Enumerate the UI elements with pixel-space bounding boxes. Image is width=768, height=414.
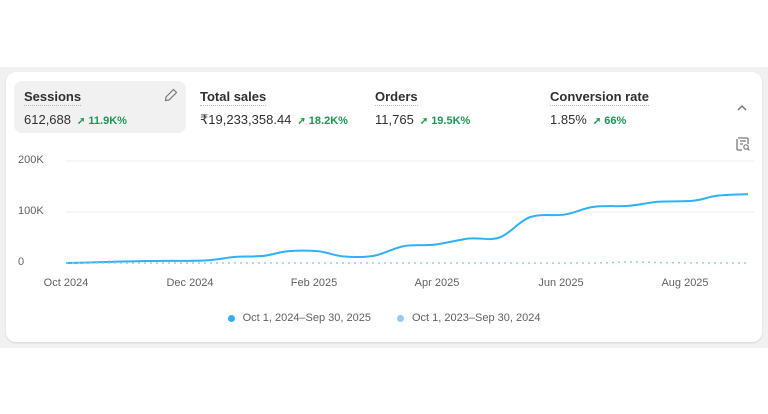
x-tick-label: Feb 2025 bbox=[290, 277, 338, 289]
series-line-current bbox=[65, 193, 749, 264]
sessions-report-card: Sessions 612,688 ➚ 11.9K% Total sales ₹19,… bbox=[6, 72, 762, 342]
metric-label: Total sales bbox=[200, 89, 267, 106]
metric-tile-orders[interactable]: Orders 11,765 ➚ 19.5K% bbox=[365, 81, 537, 133]
y-tick-label: 200K bbox=[18, 154, 44, 166]
y-tick-label: 0 bbox=[18, 256, 25, 268]
metric-tile-sessions[interactable]: Sessions 612,688 ➚ 11.9K% bbox=[14, 81, 186, 133]
metric-value: 612,688 bbox=[24, 112, 71, 127]
chart-legend: Oct 1, 2024–Sep 30, 2025 Oct 1, 2023–Sep… bbox=[6, 312, 762, 324]
metric-change: ➚ 11.9K% bbox=[77, 115, 127, 127]
x-tick-label: Dec 2024 bbox=[166, 277, 214, 289]
metric-change: ➚ 19.5K% bbox=[419, 115, 471, 127]
metric-tile-conversion-rate[interactable]: Conversion rate 1.85% ➚ 66% bbox=[540, 81, 712, 133]
metric-label: Sessions bbox=[24, 89, 82, 106]
arrow-up-right-icon: ➚ bbox=[592, 116, 602, 127]
metric-value: ₹19,233,358.44 bbox=[200, 112, 292, 127]
legend-dot-icon bbox=[397, 314, 404, 322]
arrow-up-right-icon: ➚ bbox=[77, 116, 86, 127]
legend-item-previous[interactable]: Oct 1, 2023–Sep 30, 2024 bbox=[397, 312, 540, 324]
arrow-up-right-icon: ➚ bbox=[297, 116, 306, 127]
metric-value: 11,765 bbox=[375, 112, 414, 127]
metric-label: Conversion rate bbox=[550, 89, 649, 106]
x-tick-label: Oct 2024 bbox=[43, 277, 89, 289]
search-report-icon[interactable] bbox=[735, 136, 751, 152]
pencil-icon[interactable] bbox=[164, 88, 178, 102]
metric-change: ➚ 18.2K% bbox=[297, 115, 348, 127]
x-tick-label: Jun 2025 bbox=[538, 277, 584, 289]
sessions-line-chart bbox=[65, 160, 754, 264]
chevron-up-icon[interactable] bbox=[734, 100, 750, 116]
legend-dot-icon bbox=[227, 314, 235, 322]
metric-label: Orders bbox=[375, 89, 418, 106]
arrow-up-right-icon: ➚ bbox=[419, 116, 429, 127]
x-tick-label: Apr 2025 bbox=[414, 277, 460, 289]
metric-tile-total-sales[interactable]: Total sales ₹19,233,358.44 ➚ 18.2K% bbox=[190, 81, 362, 133]
series-line-previous bbox=[66, 261, 749, 264]
y-tick-label: 100K bbox=[18, 205, 44, 217]
x-tick-label: Aug 2025 bbox=[661, 277, 709, 289]
legend-item-current[interactable]: Oct 1, 2024–Sep 30, 2025 bbox=[227, 312, 371, 324]
metric-value: 1.85% bbox=[550, 112, 587, 127]
metric-change: ➚ 66% bbox=[592, 115, 627, 127]
